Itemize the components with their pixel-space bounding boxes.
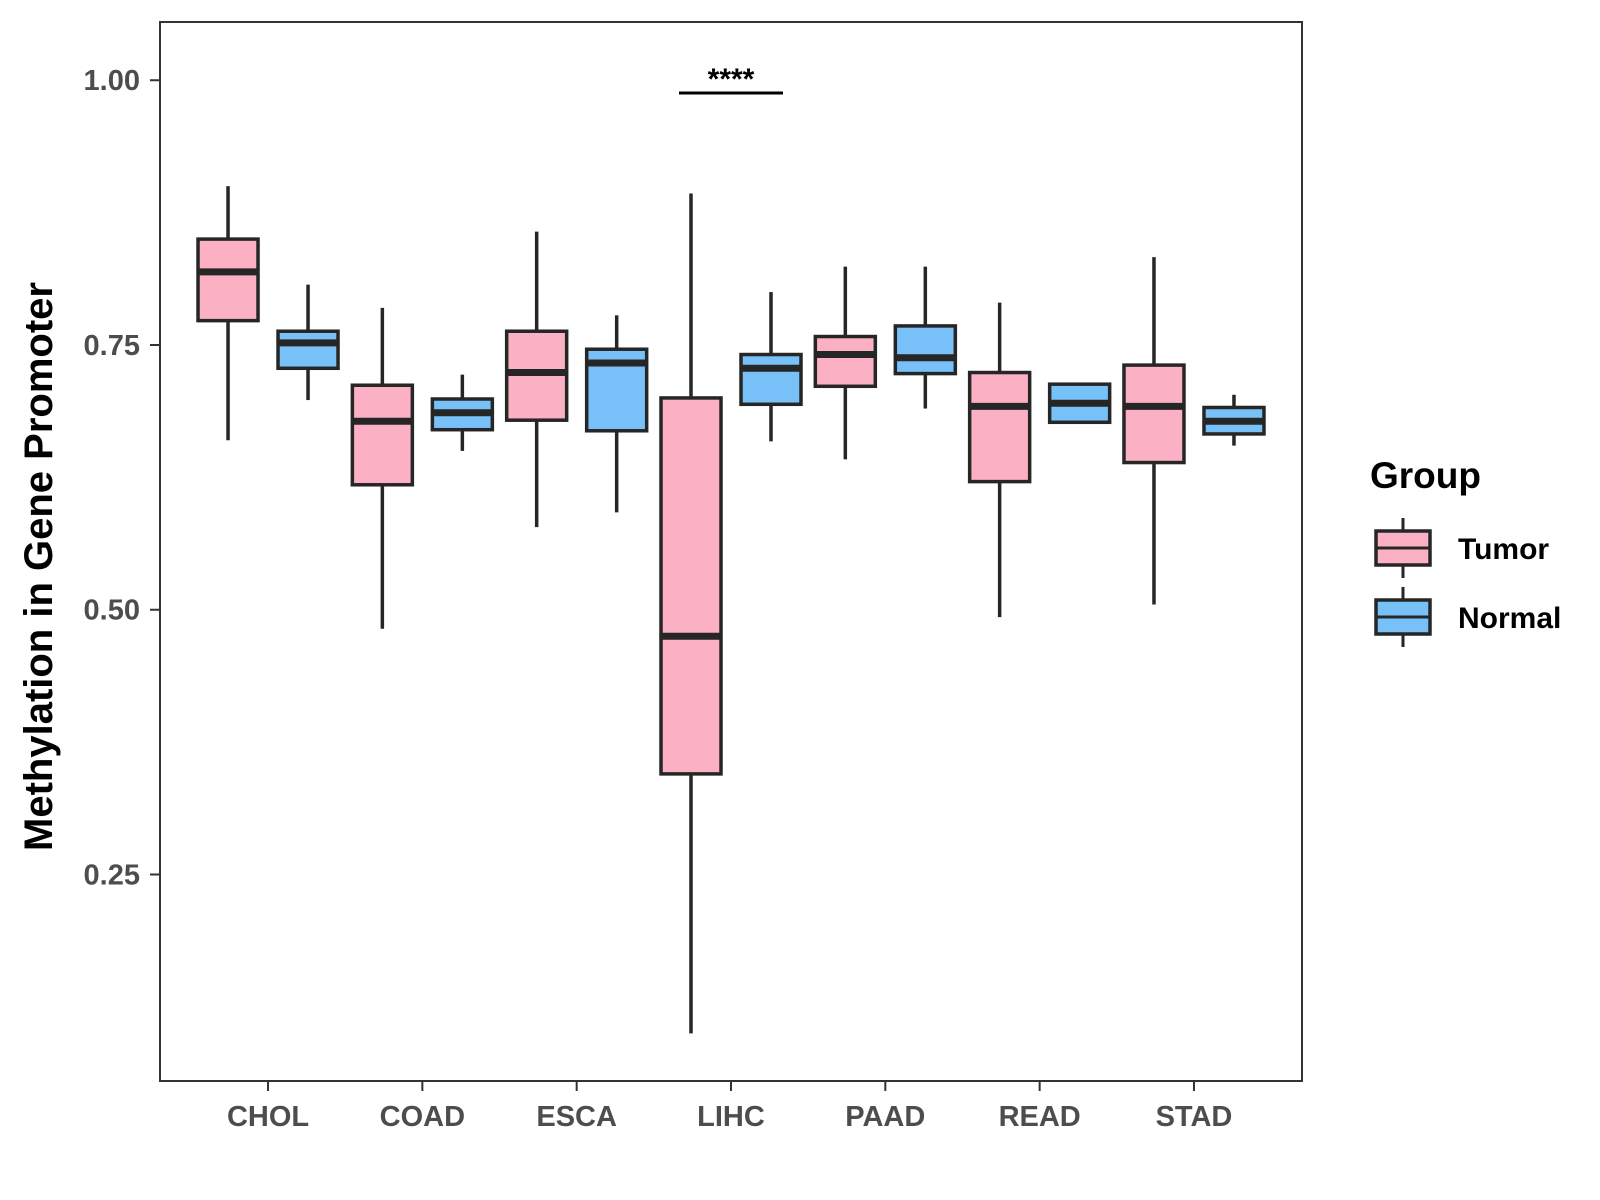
x-tick-label: LIHC xyxy=(697,1101,765,1133)
box-iqr xyxy=(813,334,878,389)
box-iqr xyxy=(350,383,415,487)
x-tick-label: CHOL xyxy=(227,1101,309,1133)
y-axis: 0.25 0.50 0.75 1.00 xyxy=(84,65,160,891)
x-tick-label: PAAD xyxy=(845,1101,925,1133)
box-chol-normal xyxy=(276,284,340,401)
box-stad-normal xyxy=(1202,394,1266,446)
box-coad-tumor xyxy=(350,307,415,629)
legend: Group Tumor Normal xyxy=(1370,455,1561,647)
legend-key-normal xyxy=(1374,587,1432,647)
box-iqr xyxy=(739,352,803,407)
box-iqr xyxy=(196,237,260,323)
box-chol-tumor xyxy=(196,186,260,441)
y-tick-label: 1.00 xyxy=(84,65,140,97)
x-tick-label: STAD xyxy=(1156,1101,1233,1133)
significance-label: **** xyxy=(708,63,755,96)
box-esca-tumor xyxy=(504,231,569,528)
box-iqr xyxy=(1122,363,1186,465)
legend-key-tumor xyxy=(1374,518,1432,578)
y-axis-title: Methylation in Gene Promoter xyxy=(17,282,61,851)
y-tick-label: 0.75 xyxy=(84,330,140,362)
box-paad-tumor xyxy=(813,266,878,460)
plot-area: **** xyxy=(196,63,1266,1034)
x-axis: CHOL COAD ESCA LIHC PAAD READ STAD xyxy=(227,1081,1232,1133)
box-iqr xyxy=(893,324,958,376)
box-read-normal xyxy=(1047,382,1112,425)
y-tick-label: 0.25 xyxy=(84,859,140,891)
box-read-tumor xyxy=(967,302,1032,618)
x-tick-label: ESCA xyxy=(536,1101,617,1133)
legend-label: Normal xyxy=(1458,602,1561,635)
box-paad-normal xyxy=(893,266,958,409)
x-tick-label: READ xyxy=(999,1101,1081,1133)
y-tick-label: 0.50 xyxy=(84,595,140,627)
legend-label: Tumor xyxy=(1458,533,1549,566)
box-lihc-tumor xyxy=(659,193,723,1034)
box-iqr xyxy=(967,370,1032,484)
box-iqr xyxy=(276,329,340,371)
box-coad-normal xyxy=(430,374,495,451)
box-iqr xyxy=(659,396,723,776)
box-esca-normal xyxy=(584,315,649,513)
x-tick-label: COAD xyxy=(380,1101,465,1133)
legend-title: Group xyxy=(1370,455,1481,496)
box-stad-tumor xyxy=(1122,257,1186,605)
box-lihc-normal xyxy=(739,292,803,442)
